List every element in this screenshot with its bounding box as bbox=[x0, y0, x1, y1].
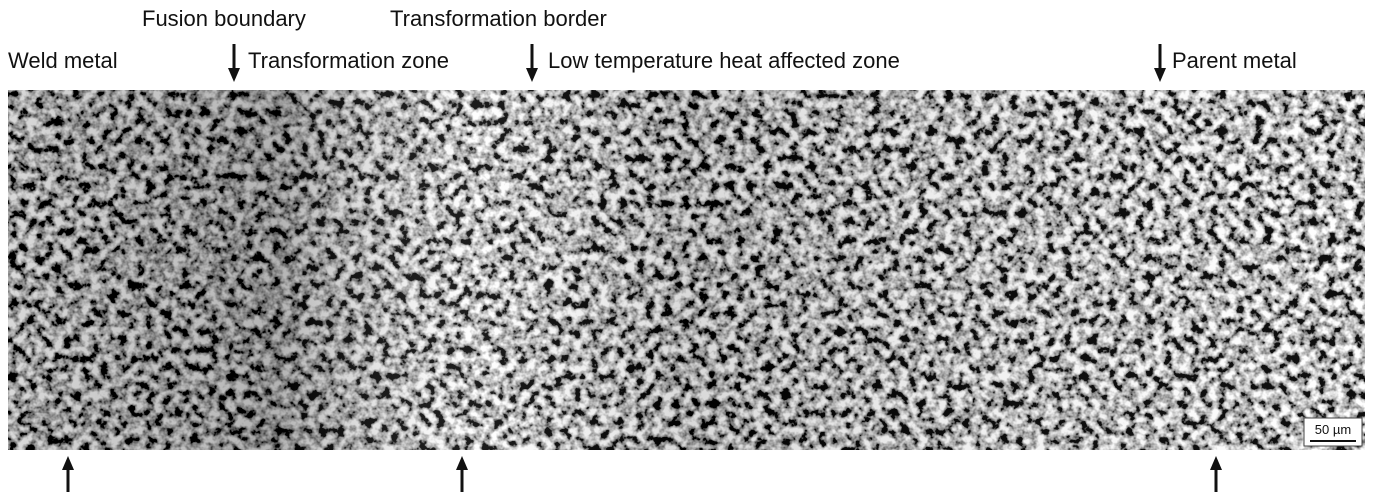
label: Fusion boundary bbox=[142, 6, 306, 31]
down-arrow bbox=[526, 44, 538, 82]
label: Low temperature heat affected zone bbox=[548, 48, 900, 73]
scale-label: 50 µm bbox=[1315, 422, 1351, 437]
label: Weld metal bbox=[8, 48, 118, 73]
down-arrow bbox=[228, 44, 240, 82]
micrograph bbox=[8, 90, 1365, 450]
label: Parent metal bbox=[1172, 48, 1297, 73]
down-arrow bbox=[1154, 44, 1166, 82]
scale-bar: 50 µm bbox=[1304, 418, 1362, 446]
up-arrow bbox=[62, 456, 74, 492]
label: Transformation zone bbox=[248, 48, 449, 73]
figure: Weld metal Fusion boundary Transformatio… bbox=[0, 0, 1373, 493]
up-arrow bbox=[1210, 456, 1222, 492]
up-arrow bbox=[456, 456, 468, 492]
micrograph-shading bbox=[8, 90, 1365, 450]
label: Transformation border bbox=[390, 6, 607, 31]
